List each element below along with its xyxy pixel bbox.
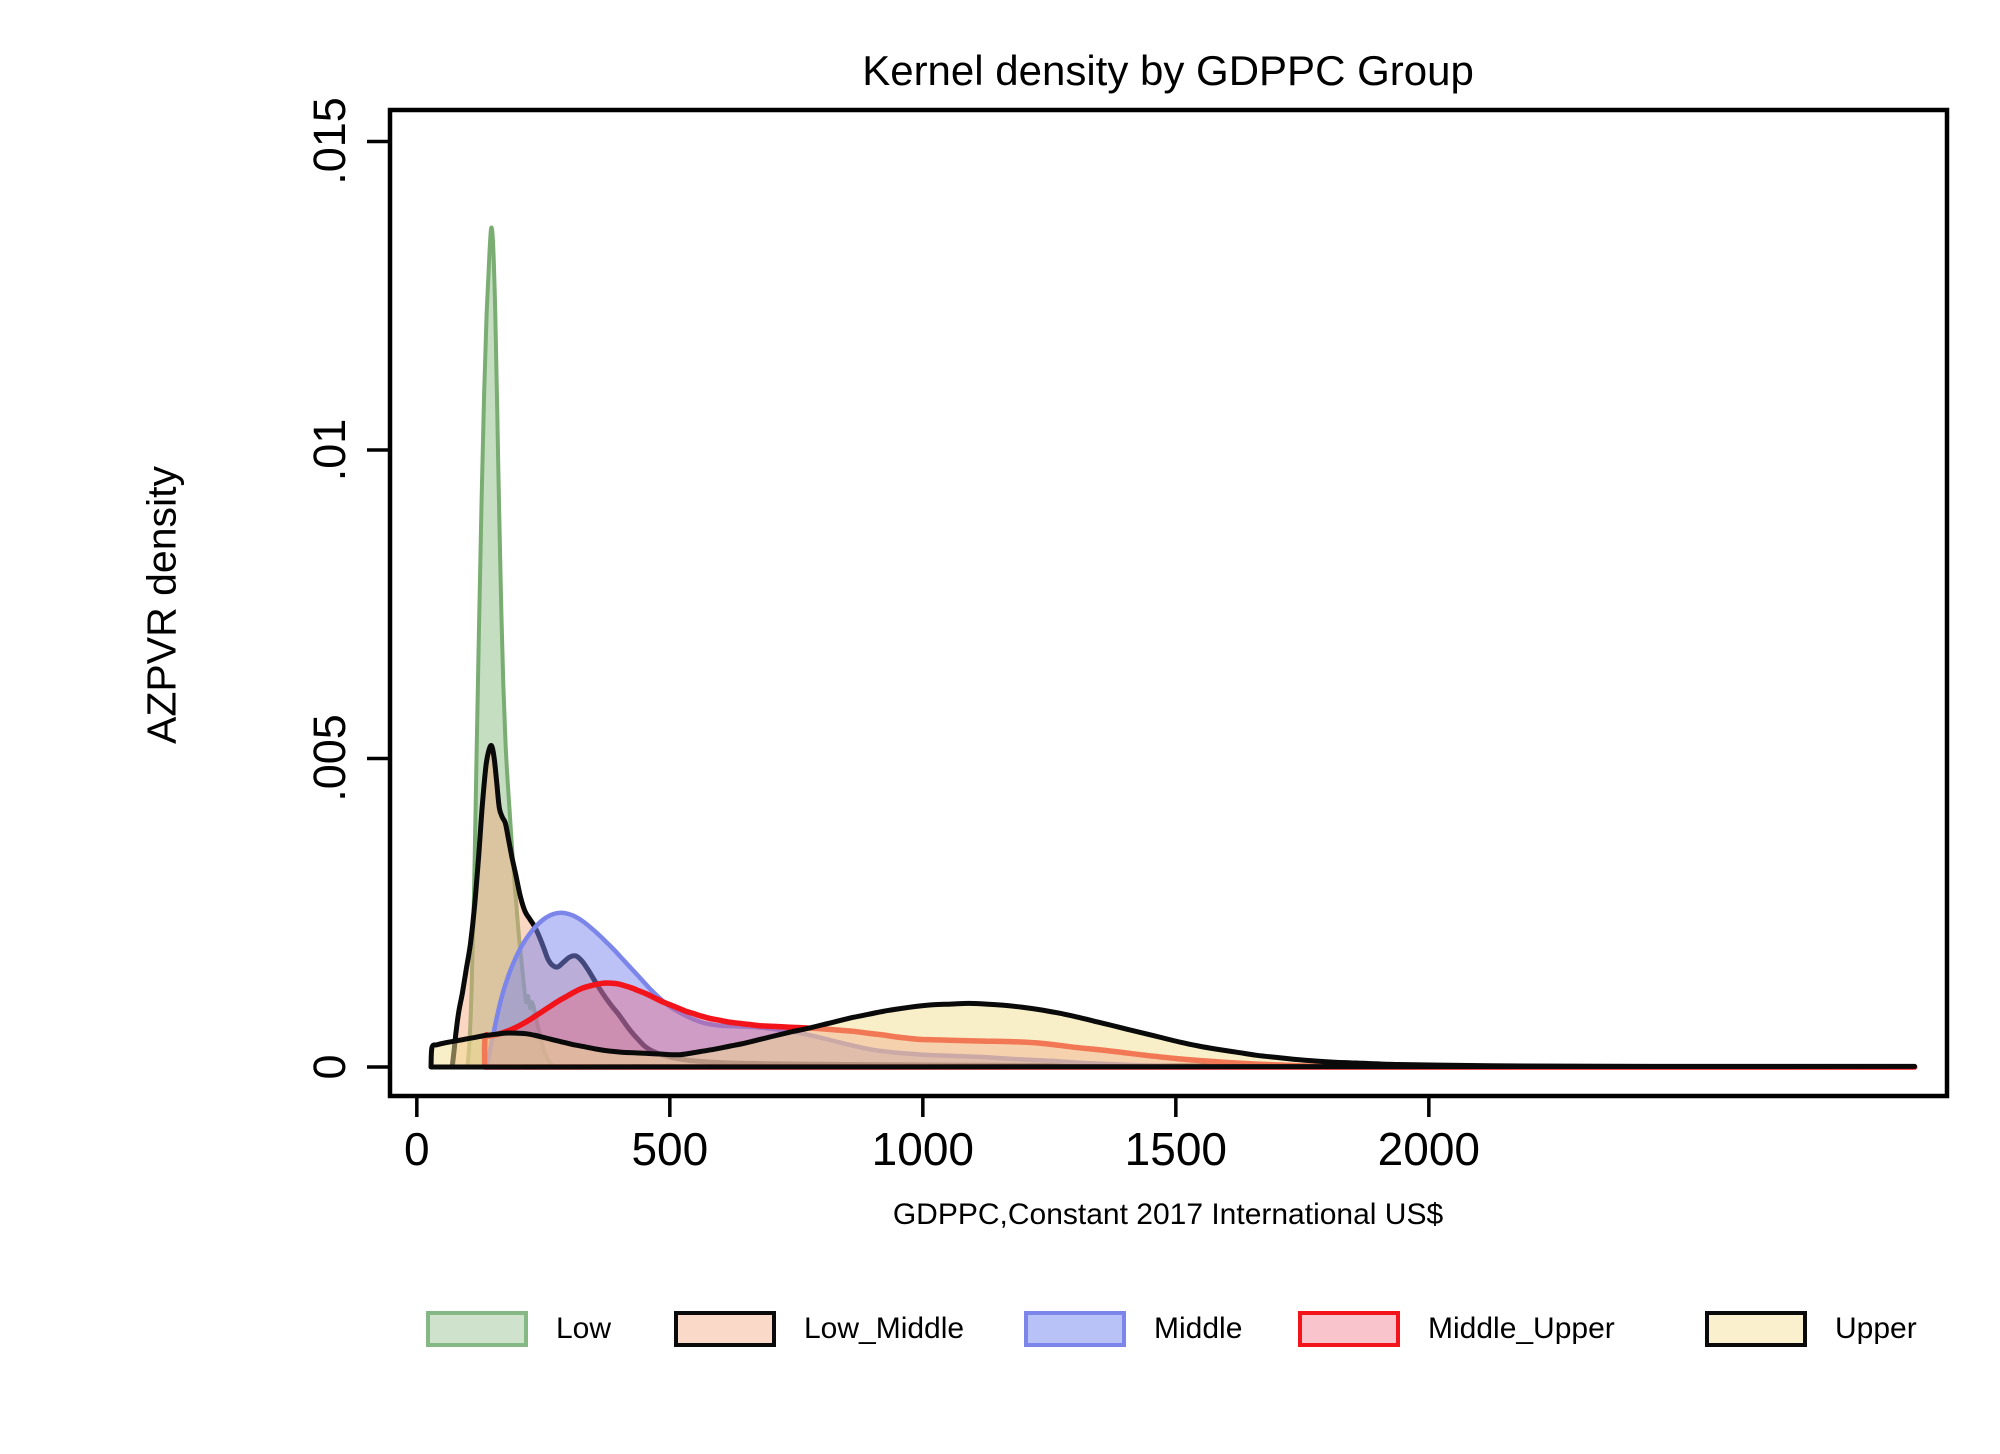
- legend-swatch-middle: [1024, 1311, 1126, 1347]
- y-tick-label: .01: [304, 418, 355, 482]
- chart-title: Kernel density by GDPPC Group: [862, 47, 1474, 94]
- y-tick-label: .015: [304, 97, 355, 186]
- legend-swatch-low: [426, 1311, 528, 1347]
- plot-frame: [387, 107, 1950, 1099]
- legend-label-middle_upper: Middle_Upper: [1428, 1312, 1615, 1345]
- legend-swatch-middle_upper: [1298, 1311, 1400, 1347]
- legend-item-middle: Middle: [1024, 1311, 1242, 1347]
- x-tick-label: 500: [631, 1123, 709, 1175]
- legend-label-middle: Middle: [1154, 1312, 1243, 1345]
- legend-item-middle_upper: Middle_Upper: [1298, 1311, 1615, 1347]
- legend-item-low_middle: Low_Middle: [674, 1311, 964, 1347]
- x-tick-label: 0: [404, 1123, 430, 1175]
- y-tick-label: 0: [304, 1054, 355, 1080]
- y-tick-label: .005: [304, 714, 355, 803]
- x-tick-label: 1000: [871, 1123, 974, 1175]
- y-axis-title: AZPVR density: [138, 466, 185, 744]
- legend-item-upper: Upper: [1705, 1311, 1917, 1347]
- legend-label-low_middle: Low_Middle: [804, 1312, 965, 1345]
- x-axis-title: GDPPC,Constant 2017 International US$: [892, 1198, 1444, 1231]
- legend-swatch-upper: [1705, 1311, 1807, 1347]
- legend-label-upper: Upper: [1835, 1312, 1917, 1345]
- legend-swatch-low_middle: [674, 1311, 776, 1347]
- x-tick-label: 2000: [1377, 1123, 1480, 1175]
- legend-item-low: Low: [426, 1311, 611, 1347]
- x-tick-label: 1500: [1124, 1123, 1227, 1175]
- density-area-upper: [428, 1000, 1918, 1070]
- legend-label-low: Low: [556, 1312, 612, 1345]
